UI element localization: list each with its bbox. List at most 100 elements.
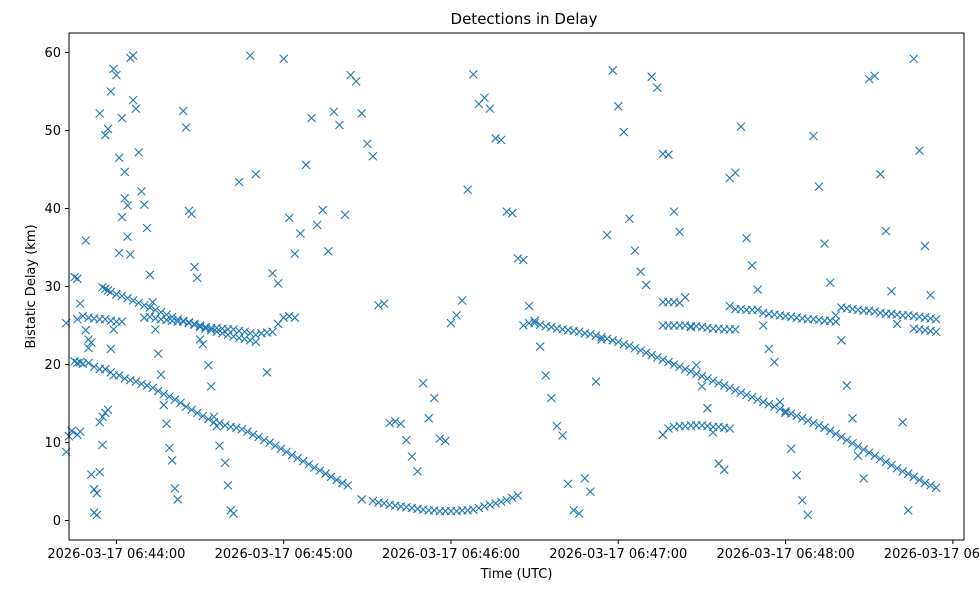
data-point <box>680 364 690 374</box>
data-point <box>287 450 297 460</box>
data-point <box>848 438 857 448</box>
data-point <box>491 133 500 143</box>
data-point <box>742 233 751 243</box>
y-tick-label: 30 <box>44 280 61 295</box>
data-point <box>519 321 528 330</box>
data-point <box>457 296 467 305</box>
data-point <box>636 267 645 277</box>
data-point <box>123 232 132 241</box>
data-point <box>608 335 618 345</box>
data-point <box>279 313 289 323</box>
data-point <box>164 443 174 453</box>
data-point <box>231 423 241 433</box>
data-point <box>282 447 291 457</box>
data-point <box>814 420 824 430</box>
data-point <box>401 435 411 445</box>
data-point <box>864 448 874 458</box>
data-point <box>98 412 107 422</box>
data-point <box>781 406 790 416</box>
data-point <box>836 335 846 345</box>
data-point <box>831 317 841 326</box>
data-point <box>875 169 885 179</box>
data-point <box>75 299 85 309</box>
data-point <box>491 498 500 508</box>
data-point <box>753 395 763 404</box>
data-point <box>95 467 105 477</box>
data-point <box>669 360 679 369</box>
data-point <box>114 248 124 258</box>
data-point <box>647 72 657 82</box>
data-point <box>81 325 91 335</box>
data-point <box>641 280 651 290</box>
data-point <box>290 313 300 323</box>
x-tick-label: 2026-03-17 06:47:00 <box>549 547 687 562</box>
data-point <box>909 54 919 64</box>
data-point <box>332 475 342 485</box>
data-point <box>192 273 202 283</box>
data-point <box>134 298 144 308</box>
data-point <box>75 357 85 367</box>
data-point <box>72 314 82 324</box>
data-point <box>719 381 729 390</box>
data-point <box>836 432 846 442</box>
data-point <box>647 350 657 360</box>
data-point <box>519 255 528 265</box>
data-point <box>109 64 118 74</box>
data-point <box>237 424 247 434</box>
data-point <box>875 454 885 464</box>
data-point <box>641 348 651 358</box>
data-point <box>474 503 484 513</box>
data-point <box>563 479 573 489</box>
data-point <box>368 496 378 506</box>
data-point <box>190 262 199 272</box>
data-point <box>284 311 294 321</box>
data-point <box>625 341 634 351</box>
data-point <box>323 247 333 256</box>
data-point <box>298 456 308 466</box>
data-point <box>112 289 121 299</box>
data-point <box>502 495 512 505</box>
data-point <box>920 241 930 251</box>
data-point <box>597 335 606 344</box>
data-point <box>931 314 941 324</box>
data-point <box>268 268 277 278</box>
data-point <box>496 497 506 507</box>
data-point <box>909 472 919 482</box>
data-point <box>535 342 545 351</box>
data-point <box>435 434 445 443</box>
data-point <box>664 357 673 367</box>
data-point <box>368 151 378 161</box>
data-point <box>396 419 406 429</box>
data-point <box>78 311 88 321</box>
data-point <box>931 483 941 493</box>
data-point <box>151 325 160 334</box>
data-point <box>123 200 132 210</box>
data-point <box>775 404 785 414</box>
data-point <box>803 510 813 520</box>
data-point <box>797 413 807 423</box>
data-point <box>613 337 623 347</box>
data-point <box>195 335 205 344</box>
data-point <box>170 484 180 493</box>
data-point <box>100 130 110 140</box>
data-point <box>128 296 138 305</box>
data-point <box>262 367 272 377</box>
data-point <box>170 395 180 404</box>
data-point <box>770 357 779 367</box>
data-point <box>770 402 779 412</box>
data-point <box>602 230 612 240</box>
data-point <box>390 417 400 426</box>
data-point <box>625 214 634 224</box>
data-point <box>675 227 684 237</box>
data-point <box>362 139 372 149</box>
data-point <box>664 150 673 160</box>
data-point <box>95 417 105 427</box>
data-point <box>293 453 303 463</box>
data-point <box>173 495 183 504</box>
data-point <box>159 400 169 410</box>
data-point <box>379 498 389 508</box>
data-point <box>296 229 305 238</box>
x-tick-label: 2026-03-17 06:45:00 <box>215 547 353 562</box>
data-point <box>797 495 807 505</box>
